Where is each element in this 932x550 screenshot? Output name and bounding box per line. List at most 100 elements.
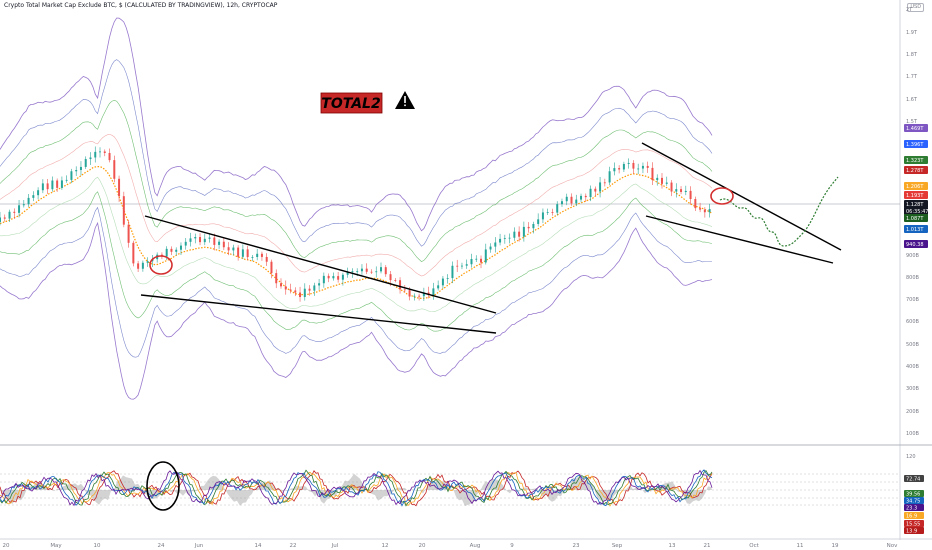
trendline-1-upper [144,215,497,314]
time-axis-label: 20 [419,543,426,549]
time-axis-label: Sep [612,543,623,549]
candle-body [380,267,383,272]
time-axis-label: Jun [194,543,204,549]
osc-badge-text: 72.74 [906,477,920,483]
candle-body [418,295,421,297]
candle-body [46,183,49,190]
candle-body [651,167,654,181]
candles [0,146,711,302]
candle-body [256,253,259,257]
price-badge-bg [904,207,928,215]
candle-body [351,271,354,273]
candle-body [680,189,683,193]
osc-badge-bg [904,512,924,519]
candle-body [170,248,173,252]
candle-body [599,182,602,192]
band-lower-1 [0,191,713,332]
candle-body [503,238,506,239]
candle-body [413,295,416,297]
osc-badge: 39.56 [904,490,924,498]
price-badge-bg [904,225,928,233]
price-badge: 1.396T [904,140,928,148]
total2-label: TOTAL2 [320,92,383,114]
price-tick-label: 500B [906,342,920,348]
candle-body [627,162,630,164]
candle-body [541,212,544,220]
candle-body [480,258,483,263]
time-axis-label: May [50,543,62,549]
candle-body [141,262,144,269]
candle-body [622,163,625,170]
candle-body [580,195,583,200]
candle-body [618,168,621,170]
candle-body [22,204,25,206]
candle-body [703,209,706,213]
price-badge-text: 1.087T [906,216,924,222]
osc-line [0,470,713,507]
price-badge-text: 1.193T [906,193,924,199]
candle-body [275,273,278,284]
osc-line [0,471,713,507]
total2-label-bg [320,92,383,114]
candle-body [232,247,235,251]
price-badge: 1.128T [904,200,928,208]
candle-body [251,256,254,258]
band-outer-lower [0,221,713,400]
candle-body [313,285,316,291]
candle-body [132,242,135,264]
price-tick-label: 1.8T [906,52,918,58]
candle-body [113,160,116,179]
time-axis-label: 21 [704,543,711,549]
band-upper-2 [0,59,713,247]
osc-badge-text: 16.9 [906,514,917,520]
osc-badge: 15.55 [904,520,924,528]
price-badge: 1.087T [904,214,928,222]
candle-body [32,195,35,198]
osc-badge-bg [904,475,924,482]
candle-body [613,168,616,172]
osc-histogram [0,473,712,507]
candle-body [389,274,392,281]
candle-body [513,231,516,238]
candle-body [522,226,525,237]
candle-body [0,217,1,223]
osc-badge-bg [904,520,924,527]
candle-body [356,271,359,273]
osc-badge: 13.9 [904,527,924,535]
price-badge-text: 940.38 [906,242,924,248]
band-outer-upper [0,17,713,232]
candle-body [441,278,444,286]
candle-body [632,162,635,169]
candle-body [594,188,597,192]
osc-badge: 72.74 [904,475,924,483]
candle-body [318,283,321,286]
candle-body [694,199,697,209]
candle-body [99,151,102,153]
candle-body [322,275,325,284]
currency-button[interactable]: USD [907,3,924,12]
candle-body [3,217,6,219]
time-axis-label: 11 [797,543,804,549]
candle-body [27,197,30,205]
price-badge: 940.38 [904,240,928,248]
price-badge-bg [904,140,928,148]
total2-label-text: TOTAL2 [321,96,380,112]
price-badge: 1.013T [904,225,928,233]
candle-body [560,201,563,205]
band-upper-1 [0,99,713,262]
candle-body [684,190,687,193]
price-badge-text: 1.469T [906,126,924,132]
trendline-2-lower [645,215,834,264]
candle-body [456,265,459,267]
candle-body [184,241,187,246]
candle-body [289,289,292,291]
price-tick-label: 1.5T [906,119,918,125]
candle-body [699,208,702,210]
candle-body [399,280,402,290]
price-tick-label: 200B [906,409,920,415]
candle-body [237,247,240,257]
price-badge-text: 1.396T [906,142,924,148]
price-tick-label: 700B [906,297,920,303]
candle-body [222,241,225,248]
